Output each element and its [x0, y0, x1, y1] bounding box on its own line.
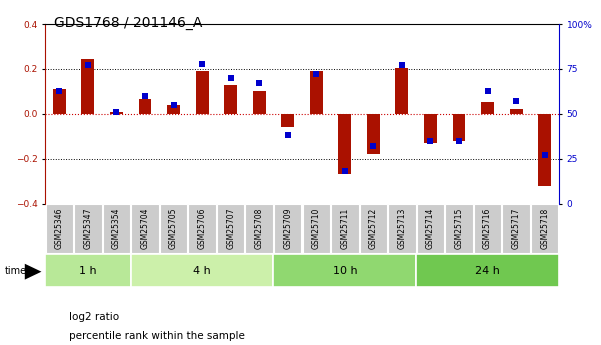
Text: 24 h: 24 h [475, 266, 500, 276]
FancyBboxPatch shape [217, 204, 245, 253]
Text: GSM25714: GSM25714 [426, 208, 435, 249]
Text: GSM25712: GSM25712 [369, 208, 378, 249]
Bar [395, 68, 408, 114]
Bar [510, 109, 522, 114]
Text: GSM25717: GSM25717 [511, 208, 520, 249]
Point [83, 63, 93, 68]
Point [283, 132, 293, 138]
Text: 4 h: 4 h [193, 266, 211, 276]
FancyBboxPatch shape [245, 204, 273, 253]
Text: time: time [5, 266, 27, 276]
Bar [481, 101, 494, 114]
Text: GSM25711: GSM25711 [340, 208, 349, 249]
FancyBboxPatch shape [74, 204, 102, 253]
FancyBboxPatch shape [416, 204, 444, 253]
Bar [196, 71, 209, 114]
FancyBboxPatch shape [331, 204, 359, 253]
Point [397, 63, 407, 68]
Text: GSM25704: GSM25704 [141, 208, 150, 249]
FancyBboxPatch shape [46, 204, 73, 253]
Text: GSM25709: GSM25709 [283, 208, 292, 249]
Point [511, 99, 521, 104]
Point [540, 152, 549, 158]
Point [483, 88, 492, 93]
Bar [367, 114, 380, 154]
Bar [224, 85, 237, 114]
Polygon shape [25, 264, 41, 279]
Text: GDS1768 / 201146_A: GDS1768 / 201146_A [54, 16, 203, 30]
Bar [253, 91, 266, 114]
Text: log2 ratio: log2 ratio [69, 313, 119, 322]
Text: GSM25716: GSM25716 [483, 208, 492, 249]
Point [368, 144, 378, 149]
Text: GSM25346: GSM25346 [55, 208, 64, 249]
Point [454, 138, 464, 144]
Text: percentile rank within the sample: percentile rank within the sample [69, 332, 245, 341]
FancyBboxPatch shape [474, 204, 501, 253]
Bar [110, 112, 123, 114]
Text: GSM25705: GSM25705 [169, 208, 178, 249]
FancyBboxPatch shape [131, 204, 159, 253]
FancyBboxPatch shape [273, 254, 416, 287]
Bar [538, 114, 551, 186]
Point [426, 138, 435, 144]
Point [226, 75, 236, 81]
Bar [167, 105, 180, 114]
Text: GSM25707: GSM25707 [226, 208, 235, 249]
FancyBboxPatch shape [531, 204, 558, 253]
FancyBboxPatch shape [160, 204, 188, 253]
Point [55, 88, 64, 93]
Point [311, 72, 321, 77]
FancyBboxPatch shape [274, 204, 302, 253]
Text: GSM25354: GSM25354 [112, 208, 121, 249]
FancyBboxPatch shape [188, 204, 216, 253]
Text: GSM25347: GSM25347 [84, 208, 93, 249]
Bar [338, 114, 351, 175]
Text: 10 h: 10 h [332, 266, 357, 276]
FancyBboxPatch shape [45, 254, 130, 287]
FancyBboxPatch shape [388, 204, 416, 253]
Text: GSM25715: GSM25715 [454, 208, 463, 249]
FancyBboxPatch shape [416, 254, 559, 287]
Bar [453, 114, 465, 141]
Bar [310, 71, 323, 114]
Bar [424, 114, 437, 143]
Bar [53, 89, 66, 114]
Bar [281, 114, 294, 127]
FancyBboxPatch shape [302, 204, 330, 253]
Text: GSM25718: GSM25718 [540, 208, 549, 249]
Point [197, 61, 207, 66]
Point [340, 168, 350, 174]
Text: GSM25710: GSM25710 [312, 208, 321, 249]
Bar [139, 99, 151, 114]
FancyBboxPatch shape [130, 254, 273, 287]
FancyBboxPatch shape [502, 204, 530, 253]
FancyBboxPatch shape [359, 204, 387, 253]
Point [254, 81, 264, 86]
Text: 1 h: 1 h [79, 266, 97, 276]
Text: GSM25708: GSM25708 [255, 208, 264, 249]
Point [112, 109, 121, 115]
Text: GSM25706: GSM25706 [198, 208, 207, 249]
FancyBboxPatch shape [445, 204, 473, 253]
FancyBboxPatch shape [103, 204, 130, 253]
Bar [82, 59, 94, 114]
Point [140, 93, 150, 99]
Text: GSM25713: GSM25713 [397, 208, 406, 249]
Point [169, 102, 178, 108]
